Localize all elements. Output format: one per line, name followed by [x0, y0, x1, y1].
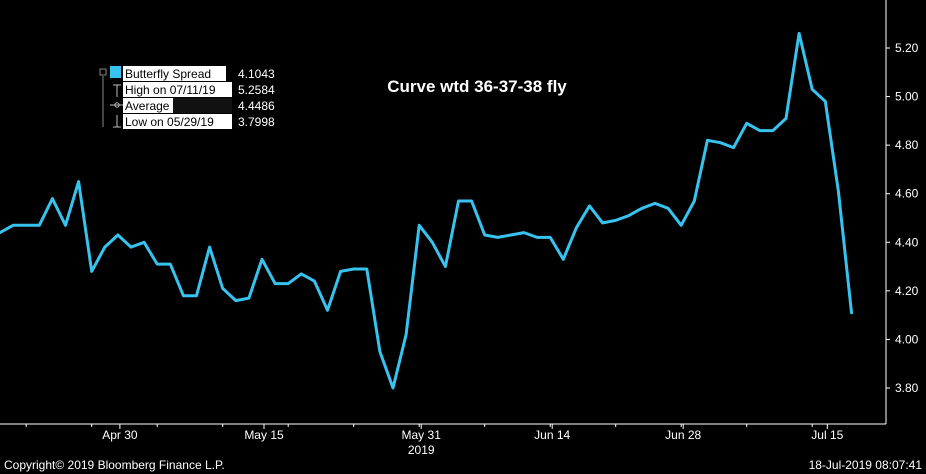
chart-title-group: Curve wtd 36-37-38 fly	[387, 77, 567, 96]
legend-high-value: 5.2584	[238, 83, 275, 97]
x-tick-label: May 15	[244, 428, 284, 442]
y-axis: 3.80 4.00 4.20 4.40 4.60 4.80 5.00 5.20	[885, 0, 919, 424]
legend-high-label-bg	[123, 82, 232, 97]
x-tick-label: May 31	[402, 428, 442, 442]
legend-series-value: 4.1043	[238, 67, 275, 81]
y-tick-label: 4.60	[895, 187, 919, 201]
legend-high-label: High on 07/11/19	[125, 83, 216, 97]
legend-average-value: 4.4486	[238, 99, 275, 113]
legend-average-label: Average	[125, 99, 170, 113]
legend-low-label: Low on 05/29/19	[125, 115, 214, 129]
timestamp-text: 18-Jul-2019 08:07:41	[809, 458, 923, 472]
x-axis: Apr 30 May 15 May 31 Jun 14 Jun 28 Jul 15 2019	[0, 423, 886, 457]
legend-average-label-bg	[123, 98, 173, 113]
legend-low-value: 3.7998	[238, 115, 275, 129]
legend-series-swatch	[110, 66, 121, 78]
x-tick-label: Apr 30	[102, 428, 138, 442]
y-tick-label: 5.20	[895, 41, 919, 55]
x-tick-label: Jul 15	[811, 428, 843, 442]
x-tick-label: Jun 14	[534, 428, 570, 442]
y-tick-label: 5.00	[895, 90, 919, 104]
x-year-label: 2019	[408, 443, 435, 457]
y-tick-label: 3.80	[895, 381, 919, 395]
footer: Copyright© 2019 Bloomberg Finance L.P. 1…	[4, 458, 922, 472]
y-tick-label: 4.00	[895, 332, 919, 346]
y-tick-label: 4.20	[895, 284, 919, 298]
y-tick-label: 4.80	[895, 138, 919, 152]
legend-expand-icon[interactable]	[99, 68, 107, 76]
chart-title: Curve wtd 36-37-38 fly	[387, 77, 567, 96]
average-dot-icon	[114, 102, 120, 108]
series-line-butterfly-spread	[0, 31, 853, 390]
legend-low-label-bg	[123, 114, 232, 129]
y-tick-label: 4.40	[895, 235, 919, 249]
legend-series-label-bg	[123, 66, 226, 81]
series-group	[0, 31, 853, 390]
x-tick-label: Jun 28	[665, 428, 701, 442]
legend: Butterfly Spread 4.1043 High on 07/11/19…	[92, 62, 281, 134]
legend-average-swatch	[173, 98, 232, 113]
legend-series-label: Butterfly Spread	[125, 67, 211, 81]
copyright-text: Copyright© 2019 Bloomberg Finance L.P.	[4, 458, 225, 472]
